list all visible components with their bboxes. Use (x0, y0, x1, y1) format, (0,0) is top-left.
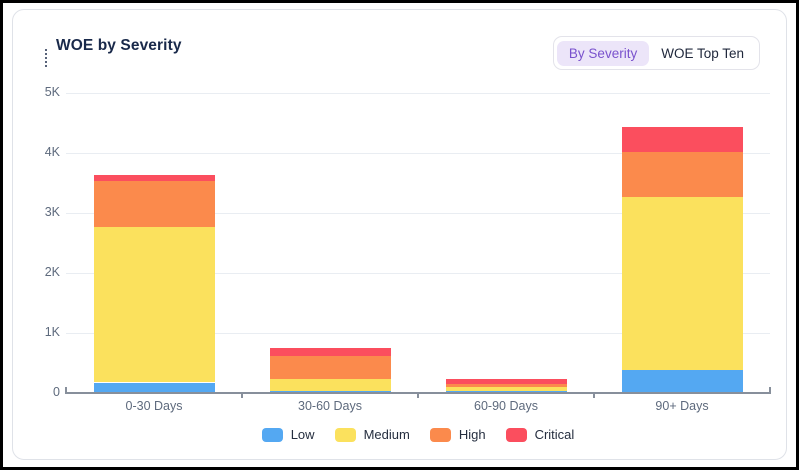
bar-segment-critical-60-90-days[interactable] (445, 378, 567, 384)
bar-segment-critical-30-60-days[interactable] (269, 348, 391, 356)
bar-segment-low-90+-days[interactable] (621, 369, 743, 393)
x-axis-endcap-right (769, 387, 771, 394)
legend-label: Low (290, 427, 315, 442)
legend-swatch-critical (505, 427, 527, 442)
gridline-4K (66, 152, 770, 154)
y-axis-label: 0 (53, 385, 60, 399)
x-axis-label: 90+ Days (655, 399, 709, 413)
legend-item-critical[interactable]: Critical (505, 427, 575, 442)
x-axis-label: 0-30 Days (125, 399, 183, 413)
bar-segment-low-30-60-days[interactable] (269, 390, 391, 393)
y-axis-label: 3K (44, 205, 60, 219)
bar-segment-high-0-30-days[interactable] (93, 180, 215, 228)
legend-swatch-high (429, 427, 451, 442)
gridline-1K (66, 332, 770, 334)
bar-segment-medium-60-90-days[interactable] (445, 387, 567, 392)
gridline-5K (66, 92, 770, 94)
legend-item-medium[interactable]: Medium (334, 427, 410, 442)
legend-item-low[interactable]: Low (261, 427, 315, 442)
x-axis-tick (417, 393, 419, 398)
x-axis-label: 60-90 Days (474, 399, 538, 413)
legend-swatch-medium (334, 427, 356, 442)
gridline-2K (66, 272, 770, 274)
toggle-woe-top-ten[interactable]: WOE Top Ten (649, 41, 756, 66)
x-axis-tick (593, 393, 595, 398)
x-axis-endcap-left (65, 387, 67, 394)
bar-segment-medium-0-30-days[interactable] (93, 227, 215, 383)
y-axis-label: 4K (44, 145, 60, 159)
bar-segment-high-90+-days[interactable] (621, 151, 743, 197)
legend-item-high[interactable]: High (429, 427, 486, 442)
bar-segment-critical-90+-days[interactable] (621, 126, 743, 152)
legend-label: Critical (534, 427, 575, 442)
bar-segment-low-0-30-days[interactable] (93, 382, 215, 393)
bar-segment-high-60-90-days[interactable] (445, 384, 567, 387)
bar-segment-high-30-60-days[interactable] (269, 355, 391, 379)
toggle-by-severity[interactable]: By Severity (556, 40, 650, 66)
bar-segment-critical-0-30-days[interactable] (93, 174, 215, 181)
x-axis-tick (241, 393, 243, 398)
drag-handle-icon[interactable] (43, 47, 49, 69)
severity-stacked-bar-chart: 0 1K 2K 3K 4K 5K 0-30 Days 30-60 Days 60-90 Days… (3, 3, 796, 467)
legend-label: Medium (363, 427, 410, 442)
bar-segment-medium-90+-days[interactable] (621, 196, 743, 370)
gridline-3K (66, 212, 770, 214)
legend-swatch-low (261, 427, 283, 442)
view-toggle: By Severity WOE Top Ten (552, 36, 760, 70)
chart-legend: Low Medium High Critical (66, 427, 770, 442)
x-axis-label: 30-60 Days (298, 399, 362, 413)
y-axis-label: 1K (44, 325, 60, 339)
y-axis-label: 5K (44, 85, 60, 99)
widget-title: WOE by Severity (56, 37, 182, 54)
legend-label: High (458, 427, 486, 442)
bar-segment-medium-30-60-days[interactable] (269, 378, 391, 391)
y-axis-label: 2K (44, 265, 60, 279)
